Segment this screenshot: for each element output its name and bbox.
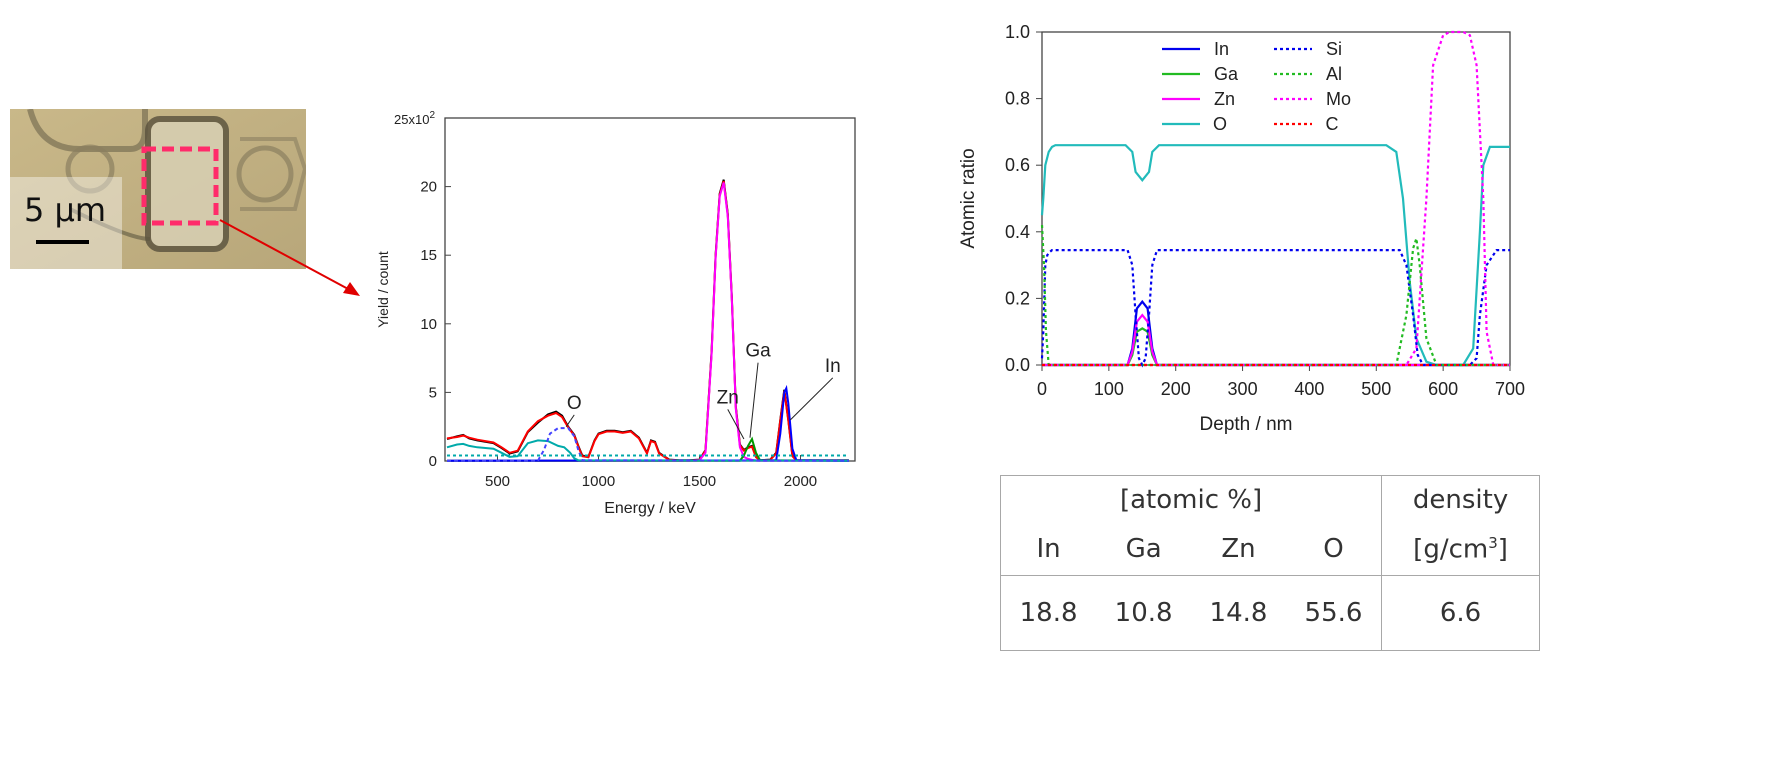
- y-tick-label: 0.0: [1005, 355, 1030, 375]
- density-header: density: [1381, 475, 1540, 524]
- x-tick-label: 0: [1037, 379, 1047, 399]
- x-axis-label: Energy / keV: [604, 500, 696, 517]
- y-top-label: 25x102: [394, 110, 435, 127]
- depth-series-group: [1040, 30, 1510, 368]
- y-top-exponent: 2: [429, 110, 435, 121]
- y-tick-label: 20: [420, 179, 437, 196]
- depth-series-ga: [1042, 327, 1510, 367]
- legend-label-ga: Ga: [1214, 64, 1239, 84]
- x-tick-label: 700: [1495, 379, 1525, 399]
- rbs-spectrum-chart: 500 1000 1500 2000 0 5 10 15 20 25x102 Energy / ke…: [360, 100, 880, 540]
- depth-legend: In Ga Zn O Si Al Mo C: [1162, 39, 1351, 134]
- legend-label-c: C: [1326, 114, 1339, 134]
- legend-label-al: Al: [1326, 64, 1342, 84]
- legend-label-si: Si: [1326, 39, 1342, 59]
- legend-label-in: In: [1214, 39, 1229, 59]
- value-ga: 10.8: [1096, 575, 1192, 651]
- y-tick-label: 0.8: [1005, 89, 1030, 109]
- composition-table: [atomic %] density In Ga Zn O [g/cm3] 18…: [1000, 475, 1540, 651]
- x-tick-label: 100: [1094, 379, 1124, 399]
- depth-series-si: [1040, 249, 1510, 368]
- legend-label-zn: Zn: [1214, 89, 1235, 109]
- legend-label-o: O: [1213, 114, 1227, 134]
- x-tick-label: 200: [1161, 379, 1191, 399]
- spectrum-series-1: [446, 180, 849, 462]
- x-tick-label: 1000: [582, 473, 615, 490]
- y-tick-label: 1.0: [1005, 22, 1030, 42]
- depth-profile-chart: 0 100 200 300 400 500 600 700 0.0 0.2 0.4 0.6 0.8 1.0…: [950, 10, 1550, 450]
- x-tick-label: 300: [1228, 379, 1258, 399]
- depth-series-zn: [1042, 313, 1510, 367]
- pointer-arrow: [219, 219, 360, 296]
- y-tick-label: 0.4: [1005, 222, 1030, 242]
- spectrum-series-group: [446, 179, 849, 462]
- y-tick-label: 0.6: [1005, 155, 1030, 175]
- y-tick-label: 0: [429, 453, 437, 470]
- x-tick-label: 600: [1428, 379, 1458, 399]
- value-o: 55.6: [1285, 575, 1382, 651]
- peak-leader-line: [565, 414, 575, 427]
- depth-series-al: [1040, 225, 1510, 367]
- y-axis-label: Yield / count: [375, 251, 391, 328]
- peak-label-ga: Ga: [745, 341, 771, 362]
- atomic-percent-header: [atomic %]: [1119, 484, 1263, 515]
- micrograph-image: 5 µm: [10, 109, 306, 269]
- peak-label-in: In: [825, 356, 841, 377]
- x-tick-label: 500: [1361, 379, 1391, 399]
- legend-label-mo: Mo: [1326, 89, 1351, 109]
- y-axis-label: Atomic ratio: [958, 148, 979, 248]
- peak-label-zn: Zn: [717, 387, 739, 408]
- density-unit: [g/cm3]: [1381, 523, 1540, 576]
- x-tick-label: 400: [1294, 379, 1324, 399]
- column-o: O: [1323, 534, 1344, 565]
- x-tick-label: 1500: [683, 473, 716, 490]
- plot-frame: [444, 117, 856, 462]
- peak-leader-line: [749, 362, 759, 438]
- scale-bar-label: 5 µm: [24, 191, 107, 229]
- depth-series-in: [1042, 299, 1510, 367]
- depth-series-o: [1040, 144, 1510, 367]
- y-tick-label: 15: [420, 247, 437, 264]
- y-tick-label: 5: [429, 384, 437, 401]
- peak-label-o: O: [567, 393, 582, 414]
- column-in: In: [1036, 534, 1061, 565]
- value-density: 6.6: [1381, 575, 1540, 651]
- column-zn: Zn: [1221, 534, 1256, 565]
- x-tick-label: 2000: [784, 473, 817, 490]
- x-axis-label: Depth / nm: [1200, 414, 1293, 435]
- x-tick-label: 500: [485, 473, 510, 490]
- peak-leader-line: [790, 377, 834, 421]
- value-zn: 14.8: [1191, 575, 1286, 651]
- plot-frame: [1041, 31, 1511, 366]
- column-ga: Ga: [1125, 534, 1162, 565]
- peak-leader-line: [727, 409, 745, 440]
- value-in: 18.8: [1000, 575, 1097, 651]
- depth-series-mo: [1042, 30, 1510, 367]
- y-tick-label: 10: [420, 316, 437, 333]
- y-tick-label: 0.2: [1005, 288, 1030, 308]
- spectrum-series-5: [446, 439, 849, 462]
